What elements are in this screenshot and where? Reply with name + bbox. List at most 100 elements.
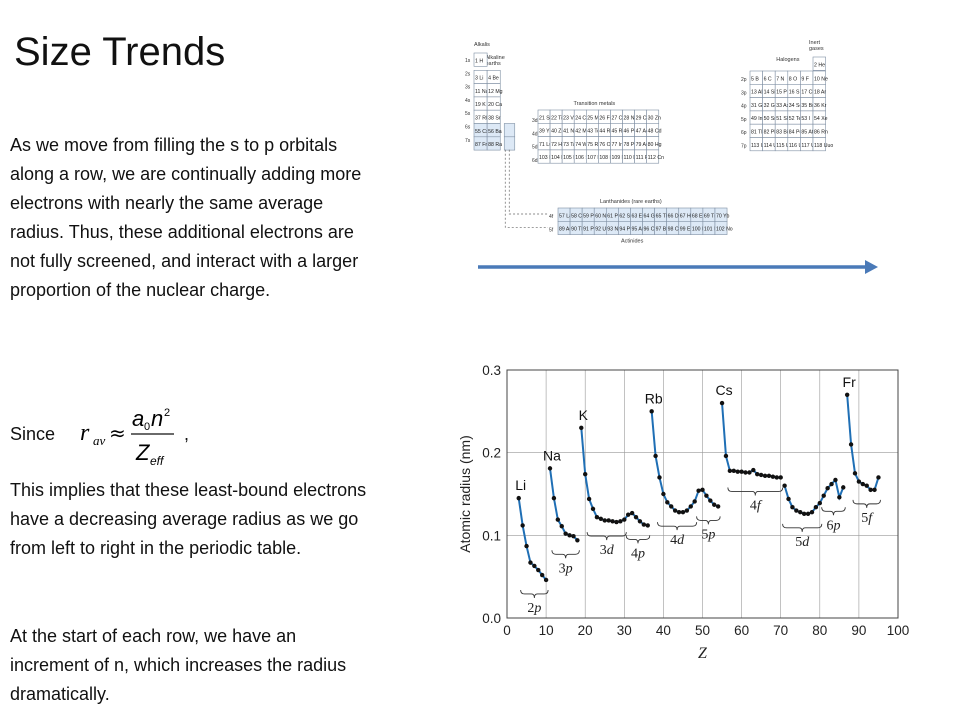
- element-3-Li: 3 Li: [475, 76, 483, 82]
- data-point-Z35: [641, 522, 647, 527]
- element-48-Cd: 48 Cd: [648, 129, 662, 135]
- data-point-Z55: [719, 400, 725, 406]
- element-93-Np: 93 Np: [607, 227, 621, 233]
- element-43-Tc: 43 Tc: [587, 129, 600, 135]
- row-label-7s: 7s: [465, 138, 471, 144]
- data-point-Z24: [598, 516, 604, 521]
- data-point-Z71: [782, 483, 787, 488]
- element-6-C: 6 C: [764, 76, 772, 82]
- data-point-Z81: [821, 493, 826, 498]
- data-point-Z34: [637, 519, 643, 524]
- element-31-Ga: 31 Ga: [751, 103, 765, 109]
- data-point-Z37: [649, 409, 654, 414]
- y-axis-label: Atomic radius (nm): [457, 435, 473, 552]
- x-tick-20: 20: [578, 623, 593, 638]
- element-110-Ds: 110 Ds: [624, 155, 640, 161]
- data-point-Z75: [798, 509, 803, 515]
- data-point-Z19: [579, 425, 584, 431]
- data-point-Z67: [766, 473, 772, 479]
- element-98-Cf: 98 Cf: [668, 227, 681, 233]
- d-row-label-5d: 5d: [532, 145, 538, 151]
- y-tick-0.0: 0.0: [482, 611, 501, 626]
- element-112-Cn-box: [646, 149, 660, 164]
- data-point-Z80: [817, 500, 822, 506]
- element-71-Lu: 71 Lu: [539, 142, 552, 148]
- data-point-Z41: [665, 500, 670, 505]
- element-115-Uup: 115 Uup: [776, 143, 795, 149]
- paragraph-decreasing-radius: This implies that these least-bound elec…: [10, 480, 367, 558]
- element-10-Ne: 10 Ne: [814, 76, 828, 82]
- data-point-Z61: [743, 470, 748, 475]
- element-2-He: 2 He: [814, 62, 825, 68]
- data-point-Z53: [712, 502, 717, 507]
- y-tick-0.3: 0.3: [482, 363, 501, 378]
- element-9-F: 9 F: [801, 76, 809, 82]
- element-5-B: 5 B: [751, 76, 759, 82]
- x-tick-50: 50: [695, 623, 710, 638]
- element-75-Re: 75 Re: [587, 142, 601, 148]
- element-105-Db: 105 Db: [563, 155, 580, 161]
- element-56-Ba: 56 Ba: [488, 129, 502, 135]
- data-point-Z73: [790, 505, 795, 510]
- element-27-Co: 27 Co: [611, 115, 625, 121]
- element-112-Cn: 112 Cn: [648, 155, 664, 161]
- x-tick-30: 30: [617, 623, 632, 638]
- data-point-Z29: [618, 519, 623, 524]
- element-92-U: 92 U: [595, 227, 606, 233]
- element-41-Nb: 41 Nb: [563, 129, 577, 135]
- data-point-Z8: [536, 567, 541, 573]
- subshell-brace-5p-5: [696, 516, 721, 525]
- since-label: Since: [10, 424, 56, 444]
- element-7-N: 7 N: [776, 76, 784, 82]
- subshell-brace-4p-3: [625, 535, 651, 544]
- data-point-Z58: [731, 468, 736, 474]
- element-118-Uuo: 118 Uuo: [814, 143, 833, 149]
- subshell-brace-5f-9: [852, 499, 881, 508]
- data-point-Z79: [813, 505, 819, 510]
- subshell-label-4d: 4d: [670, 533, 685, 548]
- row-label-6s: 6s: [465, 125, 471, 131]
- data-point-Z62: [747, 470, 752, 475]
- element-77-Ir: 77 Ir: [611, 142, 622, 148]
- element-116-Uuh: 116 Uuh: [789, 143, 808, 149]
- x-tick-10: 10: [539, 623, 554, 638]
- label-alkaline-2: earths: [486, 61, 502, 67]
- x-tick-100: 100: [887, 623, 910, 638]
- data-point-Z77: [805, 511, 811, 517]
- row-label-1s: 1s: [465, 58, 471, 64]
- y-tick-0.2: 0.2: [482, 446, 501, 461]
- data-point-Z45: [680, 509, 686, 515]
- data-point-Z72: [786, 496, 791, 502]
- data-point-Z11: [547, 466, 553, 471]
- element-57-La: 57 La: [559, 213, 572, 219]
- subshell-brace-2p-0: [520, 589, 549, 598]
- element-87-Fr: 87 Fr: [475, 142, 487, 148]
- formula-num-a-sub: 0: [144, 421, 150, 433]
- element-103-Lr: 103 Lr: [539, 155, 554, 161]
- element-29-Cu: 29 Cu: [636, 115, 650, 121]
- data-point-Z90: [856, 479, 862, 484]
- element-18-Ar: 18 Ar: [814, 90, 826, 96]
- element-44-Ru: 44 Ru: [599, 129, 613, 135]
- data-point-Z91: [860, 481, 866, 487]
- data-point-Z6: [528, 560, 533, 565]
- element-102-No-box: [714, 221, 728, 235]
- data-point-Z51: [704, 493, 709, 498]
- label-lanthanides: Lanthanides (rare earths): [600, 199, 662, 205]
- subshell-brace-6p-8: [821, 507, 846, 516]
- p-row-label-6p: 6p: [741, 130, 747, 136]
- data-point-Z22: [590, 506, 596, 512]
- x-tick-80: 80: [812, 623, 827, 638]
- element-81-Tl: 81 Tl: [751, 130, 762, 136]
- since-comma: ,: [184, 424, 190, 444]
- element-88-Ra-box: [486, 136, 501, 151]
- element-24-Cr: 24 Cr: [575, 115, 588, 121]
- element-17-Cl: 17 Cl: [801, 90, 813, 96]
- data-point-Z43: [672, 508, 678, 513]
- data-point-Z82: [825, 486, 830, 491]
- data-point-Z88: [848, 442, 854, 447]
- x-axis-label: Z: [698, 645, 708, 662]
- x-tick-40: 40: [656, 623, 671, 638]
- data-point-Z40: [661, 491, 666, 497]
- element-95-Am: 95 Am: [631, 227, 646, 233]
